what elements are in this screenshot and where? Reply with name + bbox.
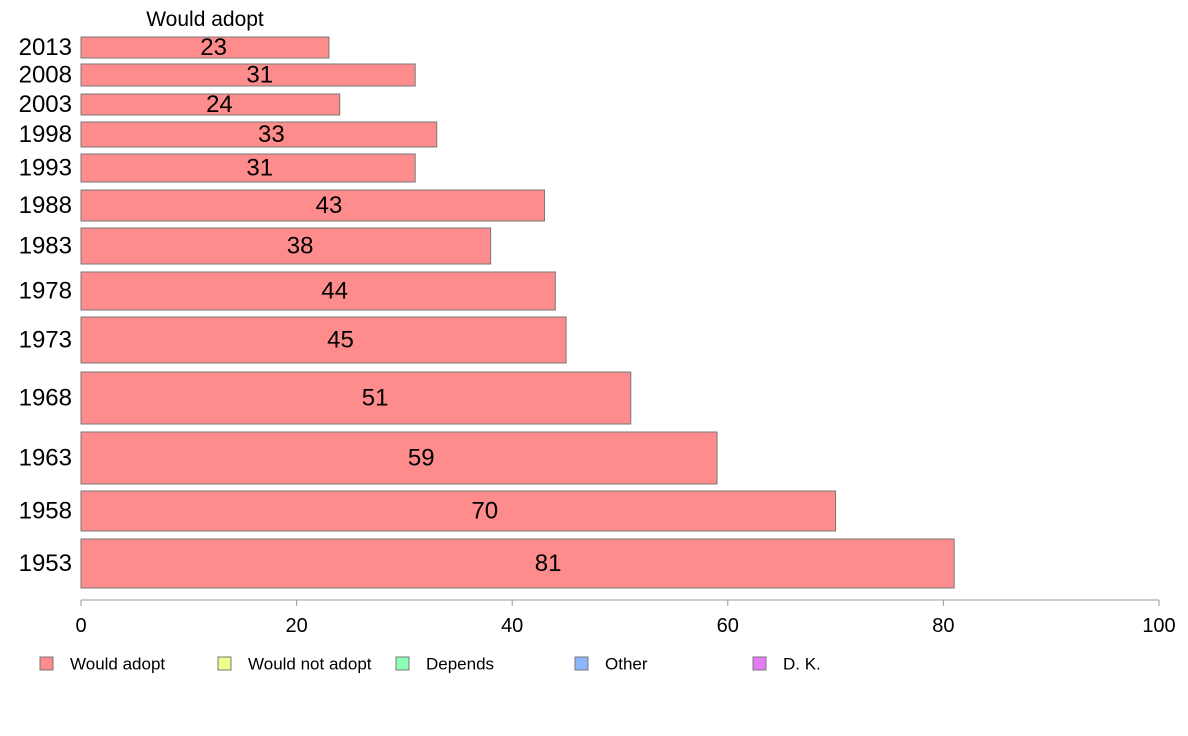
- data-label-1983: 38: [287, 233, 314, 260]
- chart-title: Would adopt: [146, 8, 264, 31]
- data-label-1953: 81: [535, 550, 562, 577]
- bar-1958: [80, 490, 837, 532]
- category-label-1968: 1968: [19, 385, 72, 412]
- legend-label-depends: Depends: [426, 655, 494, 674]
- x-tick-label-0: 0: [75, 615, 86, 637]
- x-tick-label-60: 60: [717, 615, 739, 637]
- data-label-2008: 31: [246, 62, 273, 89]
- legend-swatch-other: [574, 656, 589, 671]
- bar-1953: [80, 538, 955, 589]
- x-tick-label-20: 20: [285, 615, 307, 637]
- category-label-2003: 2003: [19, 91, 72, 118]
- bar-1983: [80, 227, 492, 265]
- bar-2013: [80, 36, 330, 59]
- x-tick-label-40: 40: [501, 615, 523, 637]
- bar-1988: [80, 189, 546, 222]
- legend-label-would-not-adopt: Would not adopt: [248, 655, 372, 674]
- data-label-1988: 43: [316, 192, 343, 219]
- data-label-1993: 31: [246, 155, 273, 182]
- data-label-1998: 33: [258, 121, 285, 148]
- bar-1978: [80, 271, 556, 311]
- data-label-1963: 59: [408, 445, 435, 472]
- category-label-1988: 1988: [19, 192, 72, 219]
- legend-label-would-adopt: Would adopt: [70, 655, 165, 674]
- bar-1963: [80, 431, 718, 485]
- data-label-2003: 24: [206, 91, 233, 118]
- bars-layer: 2013 23 2008 31 2003 24 1998 33 1993 31 1988 43 1983…: [19, 34, 955, 589]
- x-tick-label-80: 80: [932, 615, 954, 637]
- category-label-1978: 1978: [19, 278, 72, 305]
- data-label-2013: 23: [200, 34, 227, 61]
- category-label-1998: 1998: [19, 121, 72, 148]
- legend-swatch-depends: [395, 656, 410, 671]
- bar-1998: [80, 121, 438, 148]
- bar-1973: [80, 316, 567, 364]
- category-label-1973: 1973: [19, 327, 72, 354]
- category-label-1953: 1953: [19, 550, 72, 577]
- bar-1968: [80, 371, 632, 425]
- x-axis: 0 20 40 60 80 100: [75, 599, 1176, 637]
- category-label-2008: 2008: [19, 62, 72, 89]
- data-label-1978: 44: [321, 278, 348, 305]
- legend-swatch-would-adopt: [39, 656, 54, 671]
- bar-2003: [80, 93, 341, 116]
- legend-label-d-k: D. K.: [783, 655, 821, 674]
- x-tick-label-100: 100: [1142, 615, 1175, 637]
- category-label-1958: 1958: [19, 498, 72, 525]
- data-label-1973: 45: [327, 327, 354, 354]
- bar-1993: [80, 153, 416, 183]
- legend-swatch-would-not-adopt: [217, 656, 232, 671]
- category-label-1993: 1993: [19, 155, 72, 182]
- data-label-1958: 70: [471, 498, 498, 525]
- data-label-1968: 51: [362, 385, 389, 412]
- category-label-1963: 1963: [19, 445, 72, 472]
- legend-label-other: Other: [605, 655, 648, 674]
- legend-swatch-d-k: [752, 656, 767, 671]
- category-label-2013: 2013: [19, 34, 72, 61]
- category-label-1983: 1983: [19, 233, 72, 260]
- bar-2008: [80, 63, 416, 87]
- legend: Would adopt Would not adopt Depends Other D.…: [39, 655, 821, 674]
